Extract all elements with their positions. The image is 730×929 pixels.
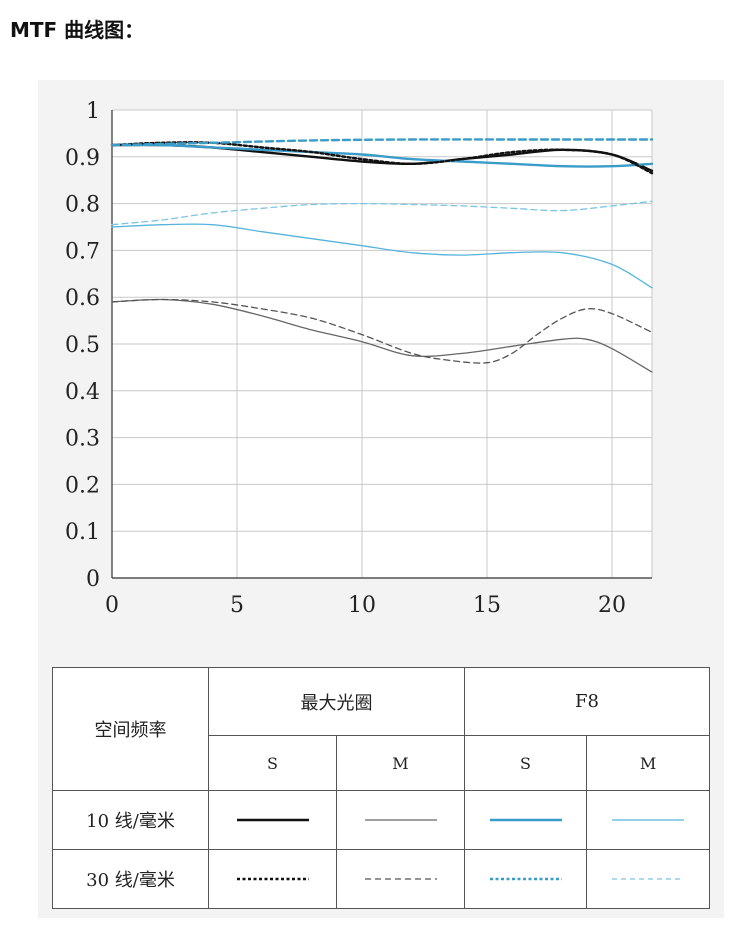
- legend-swatch-max-30-m: [364, 878, 437, 880]
- legend-swatch-cell: [208, 849, 337, 909]
- y-tick-label: 1: [86, 99, 100, 124]
- y-tick-label: 0: [86, 567, 100, 592]
- y-tick-label: 0.2: [65, 473, 100, 498]
- x-tick-label: 15: [473, 593, 501, 618]
- chart-series: [110, 138, 654, 373]
- legend-swatch-f8-30-s: [489, 877, 562, 881]
- y-tick-label: 0.4: [65, 380, 100, 405]
- legend-swatch-cell: [464, 790, 587, 850]
- y-tick-label: 0.3: [65, 427, 100, 452]
- max-aperture-s-header: S: [208, 735, 337, 791]
- legend-swatch-cell: [208, 790, 337, 850]
- y-axis-ticks: 0 0.1 0.2 0.3 0.4 0.5 0.6 0.7 0.8 0.9 1: [65, 99, 100, 592]
- legend-table: 空间频率 最大光圈 F8 S M S M 10 线/毫米 30 线/毫米: [52, 667, 711, 909]
- max-aperture-m-header: M: [336, 735, 465, 791]
- series-line-7: [110, 138, 654, 147]
- legend-swatch-max-30-s: [236, 877, 309, 881]
- legend-swatch-cell: [585, 790, 711, 850]
- y-tick-label: 0.1: [65, 520, 100, 545]
- legend-swatch-cell: [464, 849, 587, 909]
- spatial-frequency-header: 空间频率: [52, 667, 209, 791]
- f8-s-header: S: [464, 735, 587, 791]
- row-label-10: 10 线/毫米: [52, 790, 209, 850]
- legend-swatch-cell: [336, 849, 465, 909]
- series-line-4: [111, 223, 653, 289]
- x-tick-label: 5: [230, 593, 244, 618]
- series-line-6: [111, 298, 653, 364]
- y-tick-label: 0.8: [65, 193, 100, 218]
- series-line-2: [111, 298, 653, 373]
- page-title: MTF 曲线图：: [10, 18, 145, 42]
- x-axis-ticks: 0 5 10 15 20: [105, 593, 626, 618]
- series-line-8: [111, 200, 653, 226]
- legend-swatch-cell: [585, 849, 711, 909]
- chart-grid: [111, 109, 653, 579]
- legend-swatch-f8-10-s: [489, 818, 562, 822]
- f8-m-header: M: [585, 735, 711, 791]
- y-tick-label: 0.9: [65, 146, 100, 171]
- legend-swatch-max-10-s: [236, 818, 309, 822]
- x-tick-label: 0: [105, 593, 119, 618]
- row-label-30: 30 线/毫米: [52, 849, 209, 909]
- mtf-chart: 0 0.1 0.2 0.3 0.4 0.5 0.6 0.7 0.8 0.9 1 0 5 10 15 20: [65, 99, 654, 618]
- legend-swatch-cell: [336, 790, 465, 850]
- y-tick-label: 0.7: [65, 239, 100, 264]
- max-aperture-header: 最大光圈: [208, 667, 465, 736]
- legend-swatch-f8-10-m: [612, 819, 684, 821]
- legend-swatch-f8-30-m: [612, 878, 684, 880]
- y-tick-label: 0.5: [65, 333, 100, 358]
- legend-swatch-max-10-m: [364, 819, 437, 821]
- x-tick-label: 20: [598, 593, 626, 618]
- y-tick-label: 0.6: [65, 286, 100, 311]
- f8-header: F8: [463, 667, 711, 736]
- x-tick-label: 10: [348, 593, 376, 618]
- series-line-3: [110, 143, 654, 168]
